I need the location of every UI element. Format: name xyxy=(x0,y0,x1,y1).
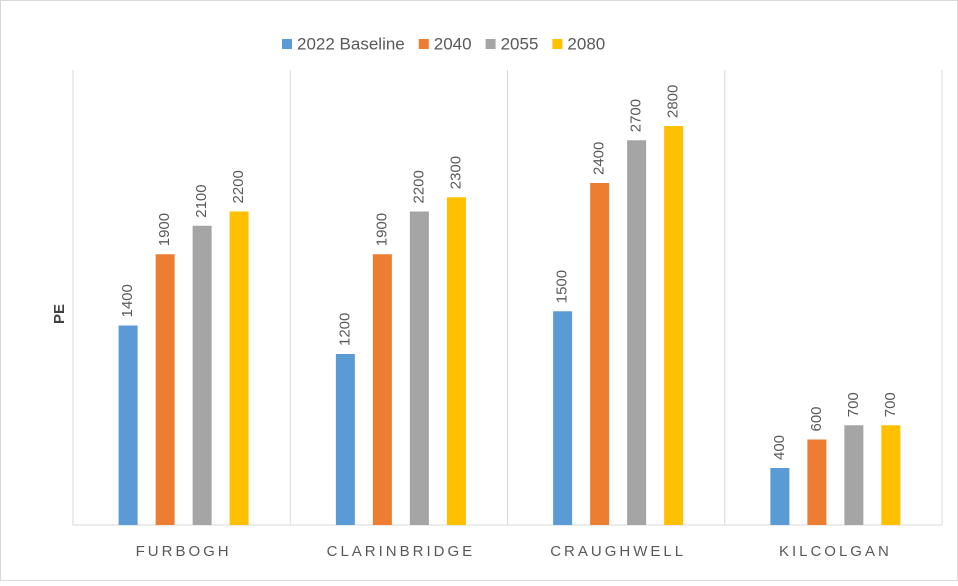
y-axis-label: PE xyxy=(51,304,68,324)
data-label: 2200 xyxy=(230,170,247,203)
legend-swatch xyxy=(552,39,563,49)
bar xyxy=(553,311,573,525)
bar xyxy=(229,211,249,525)
bar xyxy=(372,254,392,525)
bar xyxy=(446,197,466,525)
x-tick-label: CRAUGHWELL xyxy=(550,543,686,560)
legend-label: 2055 xyxy=(501,34,539,53)
x-tick-label: CLARINBRIDGE xyxy=(327,543,476,560)
data-label: 2800 xyxy=(665,85,682,118)
data-label: 2400 xyxy=(591,142,608,175)
data-label: 700 xyxy=(882,392,899,417)
bar xyxy=(881,425,901,525)
legend-label: 2022 Baseline xyxy=(297,34,405,53)
bar xyxy=(590,183,610,525)
bar xyxy=(844,425,864,525)
data-label: 700 xyxy=(845,392,862,417)
legend-label: 2040 xyxy=(434,34,472,53)
bar xyxy=(664,126,684,525)
bar xyxy=(770,468,790,525)
data-label: 2700 xyxy=(628,99,645,132)
legend-swatch xyxy=(418,39,429,49)
bar xyxy=(155,254,175,525)
data-label: 1500 xyxy=(554,270,571,303)
data-label: 2300 xyxy=(447,156,464,189)
legend-swatch xyxy=(485,39,496,49)
bar xyxy=(118,325,138,525)
data-label: 400 xyxy=(771,435,788,460)
data-label: 1900 xyxy=(373,213,390,246)
bar xyxy=(409,211,429,525)
x-tick-label: KILCOLGAN xyxy=(779,543,892,560)
bar xyxy=(192,225,212,525)
data-label: 600 xyxy=(808,406,825,431)
legend-swatch xyxy=(282,39,292,49)
bar xyxy=(807,439,827,525)
data-label: 1900 xyxy=(156,213,173,246)
legend-label: 2080 xyxy=(567,34,605,53)
bar xyxy=(627,140,647,525)
data-label: 1400 xyxy=(119,284,136,317)
x-tick-label: FURBOGH xyxy=(136,543,232,560)
data-label: 1200 xyxy=(336,313,353,346)
bar xyxy=(335,354,355,525)
data-label: 2200 xyxy=(410,170,427,203)
data-label: 2100 xyxy=(193,184,210,217)
